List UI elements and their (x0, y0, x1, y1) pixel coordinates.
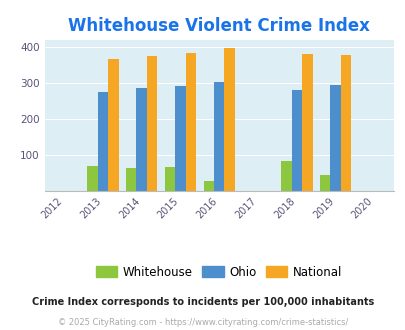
Bar (175, 86, 185, 191)
Bar (319, 176, 330, 191)
Bar (330, 85, 340, 191)
Bar (185, 52, 196, 191)
Bar (136, 88, 147, 191)
Bar (203, 181, 213, 191)
Title: Whitehouse Violent Crime Index: Whitehouse Violent Crime Index (68, 17, 369, 35)
Bar (108, 59, 118, 191)
Bar (340, 55, 350, 191)
Text: © 2025 CityRating.com - https://www.cityrating.com/crime-statistics/: © 2025 CityRating.com - https://www.city… (58, 318, 347, 327)
Bar (87, 166, 97, 191)
Bar (97, 92, 108, 191)
Legend: Whitehouse, Ohio, National: Whitehouse, Ohio, National (91, 261, 347, 283)
Bar (301, 54, 312, 191)
Bar (147, 55, 157, 191)
Bar (224, 48, 234, 191)
Bar (126, 168, 136, 191)
Bar (291, 90, 301, 191)
Text: Crime Index corresponds to incidents per 100,000 inhabitants: Crime Index corresponds to incidents per… (32, 297, 373, 307)
Bar (164, 167, 175, 191)
Bar (280, 161, 291, 191)
Bar (213, 82, 224, 191)
